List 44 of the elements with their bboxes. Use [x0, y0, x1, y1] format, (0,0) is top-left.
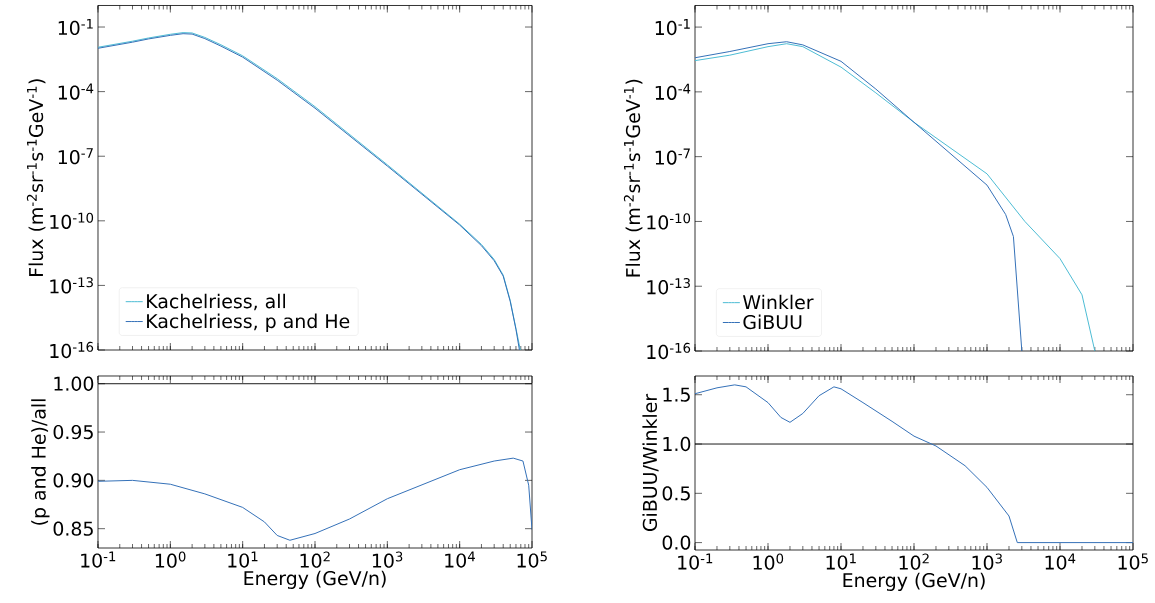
- y-axis-title: GiBUU/Winkler: [642, 393, 659, 532]
- x-axis-title: Energy (GeV/n): [244, 570, 386, 590]
- y-tick-label: 10$^{-10}$: [50, 212, 94, 229]
- y-tick-label: 1.0: [663, 436, 691, 452]
- y-tick-label: 10$^{-13}$: [647, 278, 690, 295]
- x-tick-label: 10$^{3}$: [372, 551, 403, 568]
- x-tick-label: 10$^{4}$: [445, 551, 475, 568]
- y-tick-label: 0.5: [662, 486, 690, 501]
- y-tick-label: 10$^{-1}$: [58, 18, 93, 36]
- y-tick-label: 10$^{-4}$: [58, 83, 94, 100]
- x-tick-label: 10$^{3}$: [972, 553, 1002, 570]
- y-axis-title: (p and He)/all: [31, 399, 50, 525]
- x-tick-label: 10$^{1}$: [826, 553, 856, 570]
- y-tick-label: 10$^{-16}$: [647, 342, 691, 360]
- x-tick-label: 10$^{-1}$: [81, 551, 116, 568]
- y-tick-label: 0.90: [53, 473, 94, 488]
- legend-label: GiBUU: [743, 314, 802, 330]
- legend-label: Winkler: [742, 294, 814, 310]
- y-tick-label: 10$^{-1}$: [655, 19, 690, 36]
- y-tick-label: 10$^{-10}$: [647, 213, 691, 230]
- y-tick-label: 10$^{-16}$: [50, 341, 94, 359]
- y-tick-label: 1.00: [54, 376, 94, 391]
- x-tick-label: 10$^{0}$: [753, 553, 784, 570]
- text: Flux (m$^{-2}$sr$^{-1}$s$^{-1}$GeV$^{-1}$): [623, 79, 643, 277]
- x-tick-label: 10$^{0}$: [155, 551, 186, 568]
- x-tick-label: 10$^{5}$: [517, 551, 547, 568]
- y-tick-label: 10$^{-7}$: [58, 148, 93, 165]
- x-tick-label: 10$^{1}$: [228, 551, 258, 568]
- x-tick-label: 10$^{2}$: [300, 551, 330, 568]
- x-axis-title: Energy (GeV/n): [843, 572, 985, 592]
- y-tick-label: 1.5: [663, 387, 690, 402]
- x-tick-label: 10$^{2}$: [899, 553, 929, 570]
- x-tick-label: 10$^{5}$: [1118, 553, 1148, 570]
- text: Flux (m$^{-2}$sr$^{-1}$s$^{-1}$GeV$^{-1}$): [26, 79, 46, 276]
- y-tick-label: 10$^{-4}$: [655, 83, 691, 100]
- y-tick-label: 10$^{-13}$: [50, 277, 93, 294]
- legend-label: Kachelriess, p and He: [147, 313, 350, 332]
- y-tick-label: 10$^{-7}$: [655, 148, 690, 165]
- legend-label: Kachelriess, all: [147, 293, 286, 311]
- y-tick-label: 0.0: [662, 535, 691, 550]
- x-tick-label: 10$^{4}$: [1045, 553, 1076, 570]
- y-tick-label: 0.85: [53, 521, 93, 536]
- x-tick-label: 10$^{-1}$: [678, 553, 713, 570]
- y-tick-label: 0.95: [53, 424, 93, 440]
